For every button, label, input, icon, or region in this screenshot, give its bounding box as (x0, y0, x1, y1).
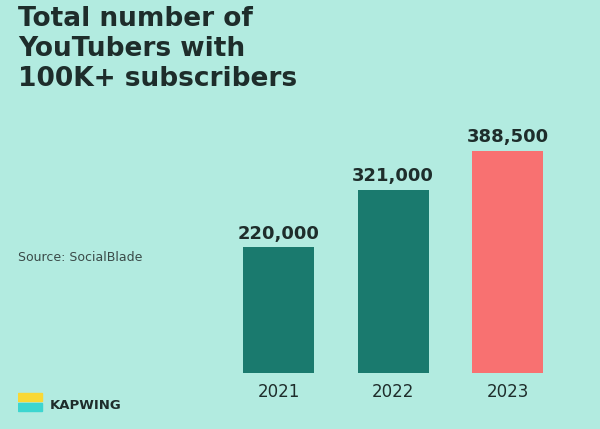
Bar (472, 151, 543, 373)
Text: KAPWING: KAPWING (50, 399, 121, 412)
Text: Source: SocialBlade: Source: SocialBlade (18, 251, 142, 264)
Text: 321,000: 321,000 (352, 167, 434, 185)
Bar (358, 190, 428, 373)
Text: Total number of
YouTubers with
100K+ subscribers: Total number of YouTubers with 100K+ sub… (18, 6, 297, 92)
Bar (18, 403, 42, 411)
Bar (243, 248, 314, 373)
Bar (18, 393, 42, 401)
Text: 388,500: 388,500 (467, 128, 548, 146)
Text: 220,000: 220,000 (238, 225, 320, 243)
